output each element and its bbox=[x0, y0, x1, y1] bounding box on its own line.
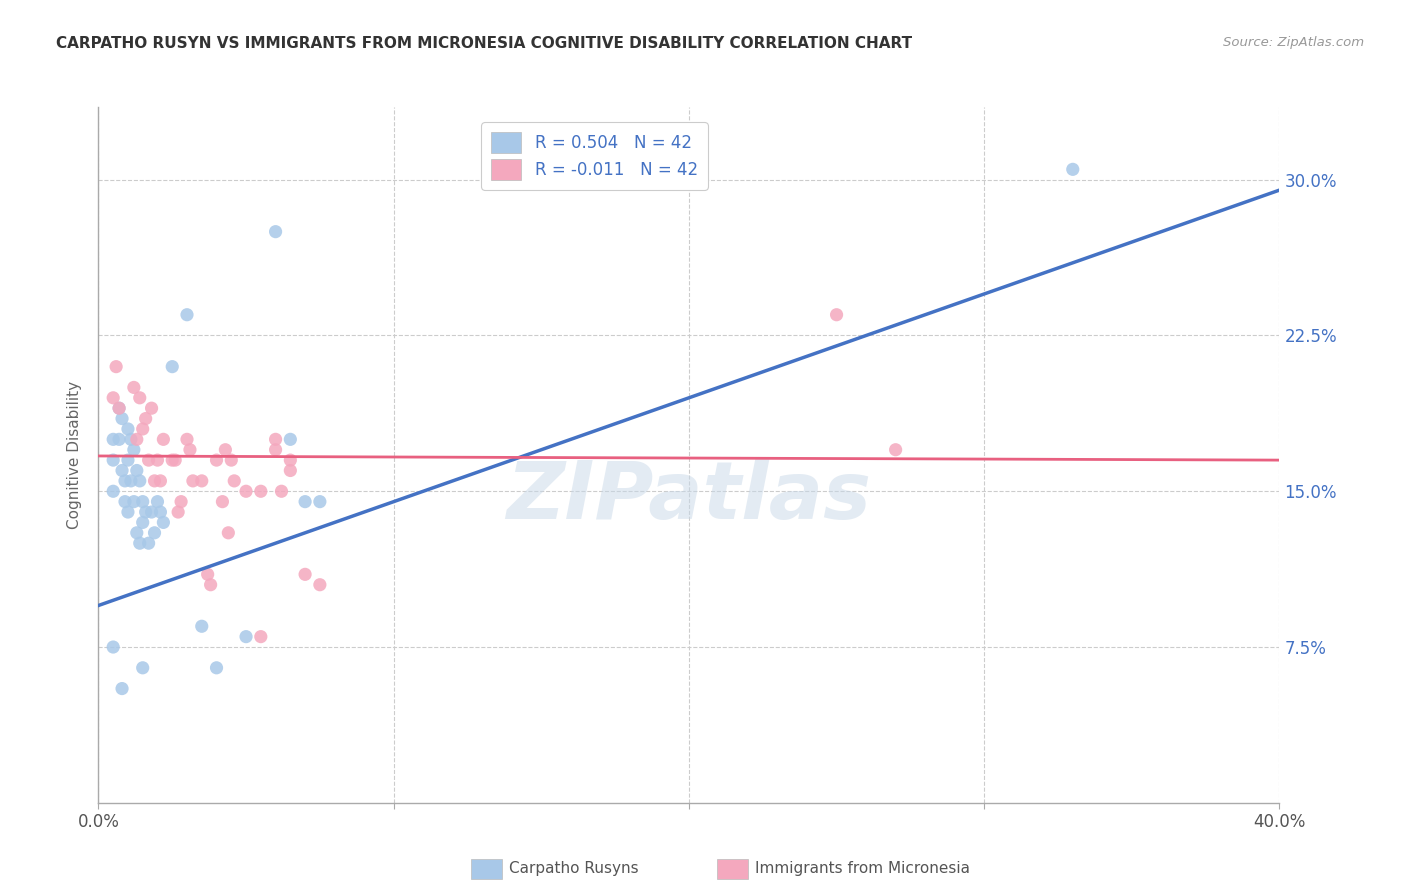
Point bbox=[165, 453, 187, 467]
Point bbox=[176, 433, 198, 447]
Point bbox=[219, 453, 242, 467]
Point bbox=[103, 640, 125, 654]
Point bbox=[825, 308, 848, 322]
Point bbox=[111, 411, 134, 425]
Point bbox=[250, 484, 273, 499]
Point bbox=[167, 505, 190, 519]
Point bbox=[128, 536, 150, 550]
Point bbox=[191, 619, 214, 633]
Point bbox=[181, 474, 204, 488]
Point bbox=[103, 433, 125, 447]
Point bbox=[152, 516, 174, 530]
Text: Carpatho Rusyns: Carpatho Rusyns bbox=[509, 862, 638, 876]
Point bbox=[103, 484, 125, 499]
Point bbox=[138, 453, 160, 467]
Point bbox=[103, 391, 125, 405]
Point bbox=[132, 494, 155, 508]
Point bbox=[141, 401, 163, 416]
Point bbox=[146, 494, 169, 508]
Point bbox=[108, 433, 131, 447]
Point bbox=[205, 453, 228, 467]
Point bbox=[278, 433, 302, 447]
Point bbox=[125, 463, 148, 477]
Point bbox=[250, 630, 273, 644]
Point bbox=[170, 494, 193, 508]
Point bbox=[191, 474, 214, 488]
Point bbox=[132, 516, 155, 530]
Point bbox=[125, 525, 148, 540]
Point bbox=[117, 453, 139, 467]
Point bbox=[211, 494, 233, 508]
Point bbox=[200, 578, 222, 592]
Text: Immigrants from Micronesia: Immigrants from Micronesia bbox=[755, 862, 970, 876]
Point bbox=[217, 525, 239, 540]
Y-axis label: Cognitive Disability: Cognitive Disability bbox=[67, 381, 83, 529]
Point bbox=[143, 474, 166, 488]
Point bbox=[205, 661, 228, 675]
Point bbox=[309, 578, 332, 592]
Point bbox=[197, 567, 219, 582]
Point bbox=[1062, 162, 1084, 177]
Point bbox=[135, 505, 157, 519]
Point bbox=[108, 401, 131, 416]
Point bbox=[176, 308, 198, 322]
Point bbox=[214, 442, 236, 457]
Point bbox=[120, 433, 142, 447]
Point bbox=[138, 536, 160, 550]
Point bbox=[125, 433, 148, 447]
Point bbox=[264, 442, 287, 457]
Point bbox=[132, 661, 155, 675]
Point bbox=[122, 442, 145, 457]
Point bbox=[278, 453, 302, 467]
Point bbox=[128, 474, 150, 488]
Point bbox=[114, 494, 136, 508]
Point bbox=[270, 484, 292, 499]
Point bbox=[149, 505, 172, 519]
Point bbox=[111, 681, 134, 696]
Point bbox=[149, 474, 172, 488]
Point bbox=[105, 359, 128, 374]
Point bbox=[884, 442, 907, 457]
Point bbox=[152, 433, 174, 447]
Point bbox=[122, 380, 145, 394]
Point bbox=[114, 474, 136, 488]
Point bbox=[120, 474, 142, 488]
Point bbox=[179, 442, 201, 457]
Point bbox=[122, 494, 145, 508]
Point bbox=[143, 525, 166, 540]
Point bbox=[108, 401, 131, 416]
Point bbox=[111, 463, 134, 477]
Point bbox=[103, 453, 125, 467]
Text: Source: ZipAtlas.com: Source: ZipAtlas.com bbox=[1223, 36, 1364, 49]
Point bbox=[235, 484, 257, 499]
Point bbox=[235, 630, 257, 644]
Point bbox=[128, 391, 150, 405]
Point bbox=[264, 225, 287, 239]
Point bbox=[141, 505, 163, 519]
Legend: R = 0.504   N = 42, R = -0.011   N = 42: R = 0.504 N = 42, R = -0.011 N = 42 bbox=[481, 122, 707, 190]
Point bbox=[278, 463, 302, 477]
Point bbox=[309, 494, 332, 508]
Point bbox=[224, 474, 246, 488]
Point bbox=[135, 411, 157, 425]
Point bbox=[162, 453, 183, 467]
Point bbox=[146, 453, 169, 467]
Point bbox=[117, 422, 139, 436]
Point bbox=[162, 359, 183, 374]
Point bbox=[117, 505, 139, 519]
Text: ZIPatlas: ZIPatlas bbox=[506, 458, 872, 536]
Point bbox=[132, 422, 155, 436]
Point bbox=[294, 567, 316, 582]
Point bbox=[264, 433, 287, 447]
Text: CARPATHO RUSYN VS IMMIGRANTS FROM MICRONESIA COGNITIVE DISABILITY CORRELATION CH: CARPATHO RUSYN VS IMMIGRANTS FROM MICRON… bbox=[56, 36, 912, 51]
Point bbox=[294, 494, 316, 508]
